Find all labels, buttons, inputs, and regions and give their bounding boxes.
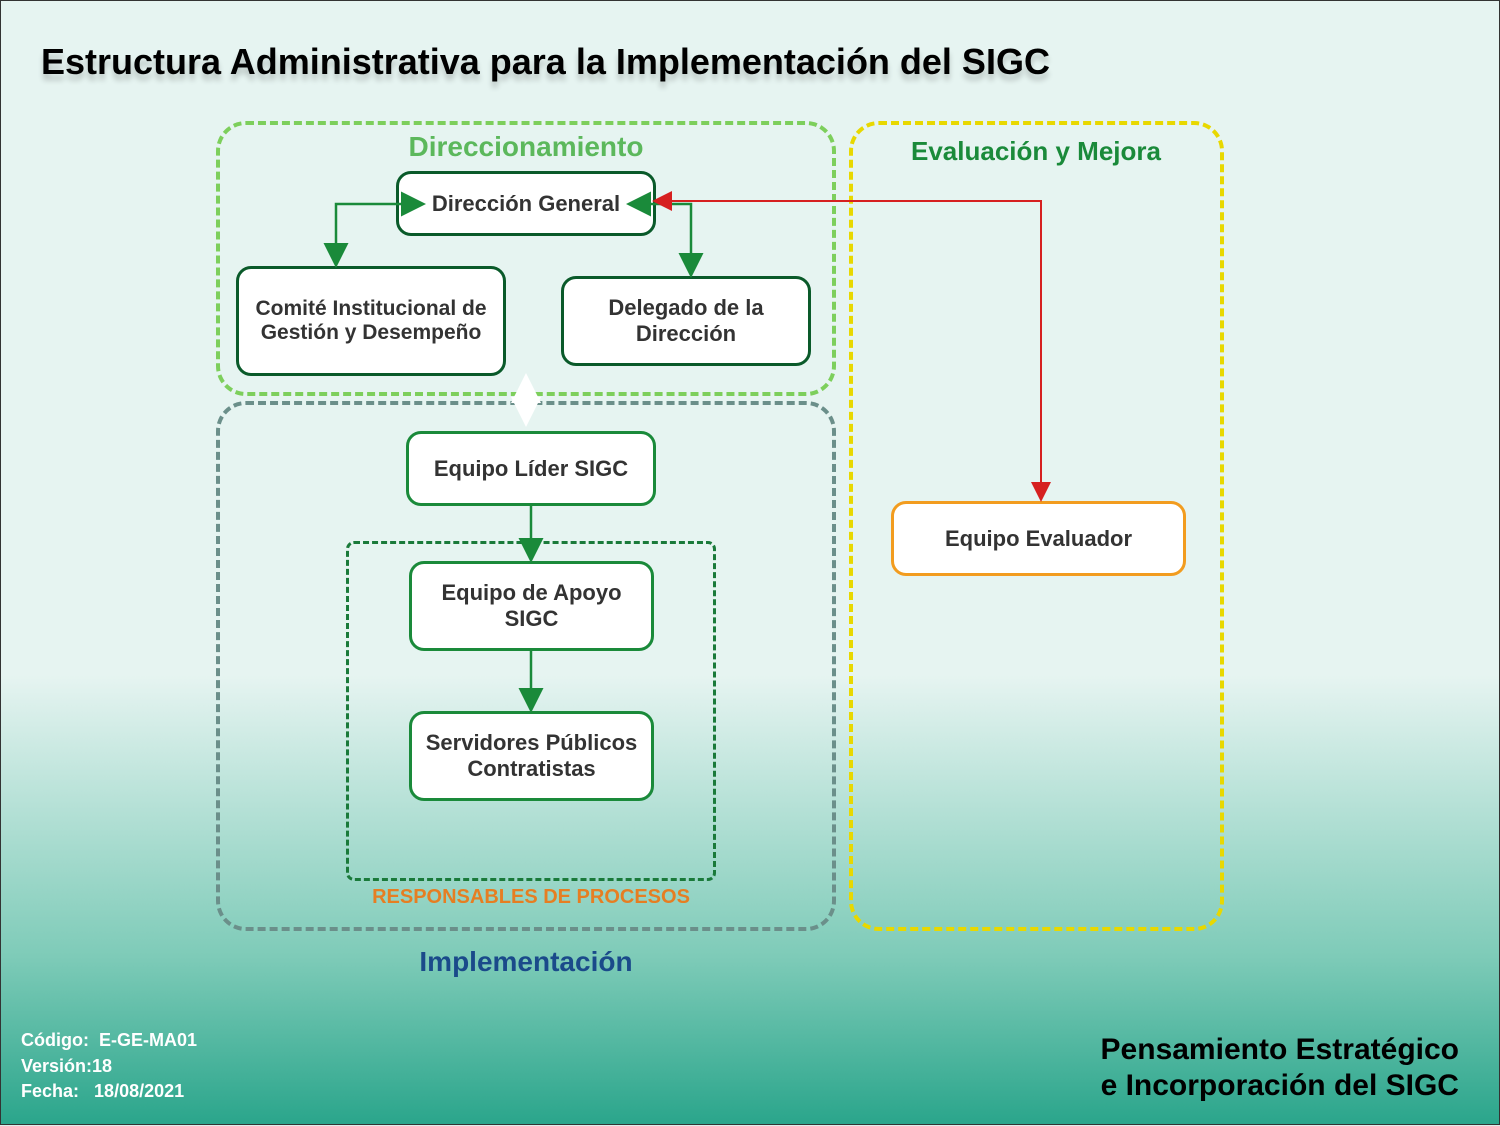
label-direccionamiento: Direccionamiento xyxy=(401,131,651,163)
version-value: 18 xyxy=(92,1056,112,1076)
box-servidores: Servidores Públicos Contratistas xyxy=(409,711,654,801)
page-title: Estructura Administrativa para la Implem… xyxy=(41,41,1050,83)
codigo-label: Código: xyxy=(21,1030,89,1050)
footer-right-line1: Pensamiento Estratégico xyxy=(1101,1032,1459,1068)
fecha-value: 18/08/2021 xyxy=(94,1081,184,1101)
box-direccion-general: Dirección General xyxy=(396,171,656,236)
footer-right: Pensamiento Estratégico e Incorporación … xyxy=(1101,1032,1459,1104)
fecha-label: Fecha: xyxy=(21,1081,79,1101)
box-equipo-lider: Equipo Líder SIGC xyxy=(406,431,656,506)
label-responsables: RESPONSABLES DE PROCESOS xyxy=(346,886,716,909)
box-evaluador: Equipo Evaluador xyxy=(891,501,1186,576)
label-evaluacion: Evaluación y Mejora xyxy=(881,136,1191,167)
label-implementacion: Implementación xyxy=(401,946,651,978)
footer-meta: Código: E-GE-MA01 Versión:18 Fecha: 18/0… xyxy=(21,1028,197,1104)
box-equipo-apoyo: Equipo de Apoyo SIGC xyxy=(409,561,654,651)
footer-right-line2: e Incorporación del SIGC xyxy=(1101,1068,1459,1104)
box-comite: Comité Institucional de Gestión y Desemp… xyxy=(236,266,506,376)
codigo-value: E-GE-MA01 xyxy=(99,1030,197,1050)
box-delegado: Delegado de la Dirección xyxy=(561,276,811,366)
version-label: Versión: xyxy=(21,1056,92,1076)
